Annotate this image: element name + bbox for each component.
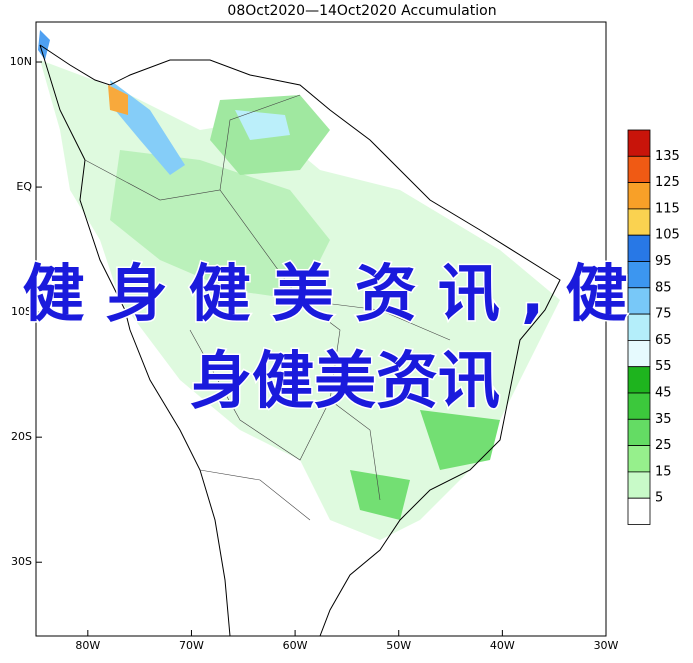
legend-swatch [627, 497, 651, 525]
y-tick-label: 10N [10, 55, 32, 68]
legend-label: 35 [655, 412, 672, 427]
axis-ticks: 80W 70W 60W 50W 40W 30W 10N EQ 10S 20S 30S [10, 55, 619, 652]
country-borders [84, 94, 451, 521]
legend-swatch [627, 287, 651, 315]
legend-label: 45 [655, 386, 672, 401]
legend-label: 115 [655, 201, 680, 216]
legend-label: 95 [655, 254, 672, 269]
legend-label: 105 [655, 228, 680, 243]
legend-swatch [627, 261, 651, 289]
map-area [35, 21, 607, 637]
color-legend: 135 125 115 105 95 85 75 65 55 45 35 25 15 5 [627, 129, 680, 525]
legend-label: 135 [655, 149, 680, 164]
legend-label: 125 [655, 175, 680, 190]
y-tick-label: 20S [11, 430, 32, 443]
legend-swatch [627, 129, 651, 157]
legend-label: 85 [655, 280, 672, 295]
x-tick-label: 60W [283, 639, 308, 652]
x-tick-label: 70W [179, 639, 204, 652]
x-tick-label: 80W [75, 639, 100, 652]
legend-label: 5 [655, 491, 663, 506]
x-tick-label: 50W [386, 639, 411, 652]
legend-label: 55 [655, 359, 672, 374]
legend-swatch [627, 182, 651, 210]
watermark-line: 健身健美资讯,健 [23, 257, 628, 330]
x-tick-label: 30W [594, 639, 619, 652]
legend-swatch [627, 445, 651, 473]
legend-swatch [627, 418, 651, 446]
legend-label: 75 [655, 307, 672, 322]
watermark-line: 身健美资讯 [190, 344, 500, 417]
legend-swatch [627, 234, 651, 262]
legend-label: 25 [655, 438, 672, 453]
legend-label: 15 [655, 464, 672, 479]
y-tick-label: EQ [16, 180, 32, 193]
legend-swatch [627, 155, 651, 184]
x-tick-label: 40W [490, 639, 515, 652]
legend-swatch [627, 471, 651, 499]
legend-label: 65 [655, 333, 672, 348]
legend-swatch [627, 208, 651, 236]
legend-swatch [627, 366, 651, 394]
y-tick-label: 30S [11, 555, 32, 568]
legend-swatch [627, 313, 651, 341]
legend-swatch [627, 339, 651, 368]
watermark: 健身健美资讯,健身健美资讯 [21, 256, 629, 419]
y-tick-label: 10S [11, 305, 32, 318]
legend-swatch [627, 392, 651, 420]
map-title: 08Oct2020—14Oct2020 Accumulation [227, 3, 496, 19]
